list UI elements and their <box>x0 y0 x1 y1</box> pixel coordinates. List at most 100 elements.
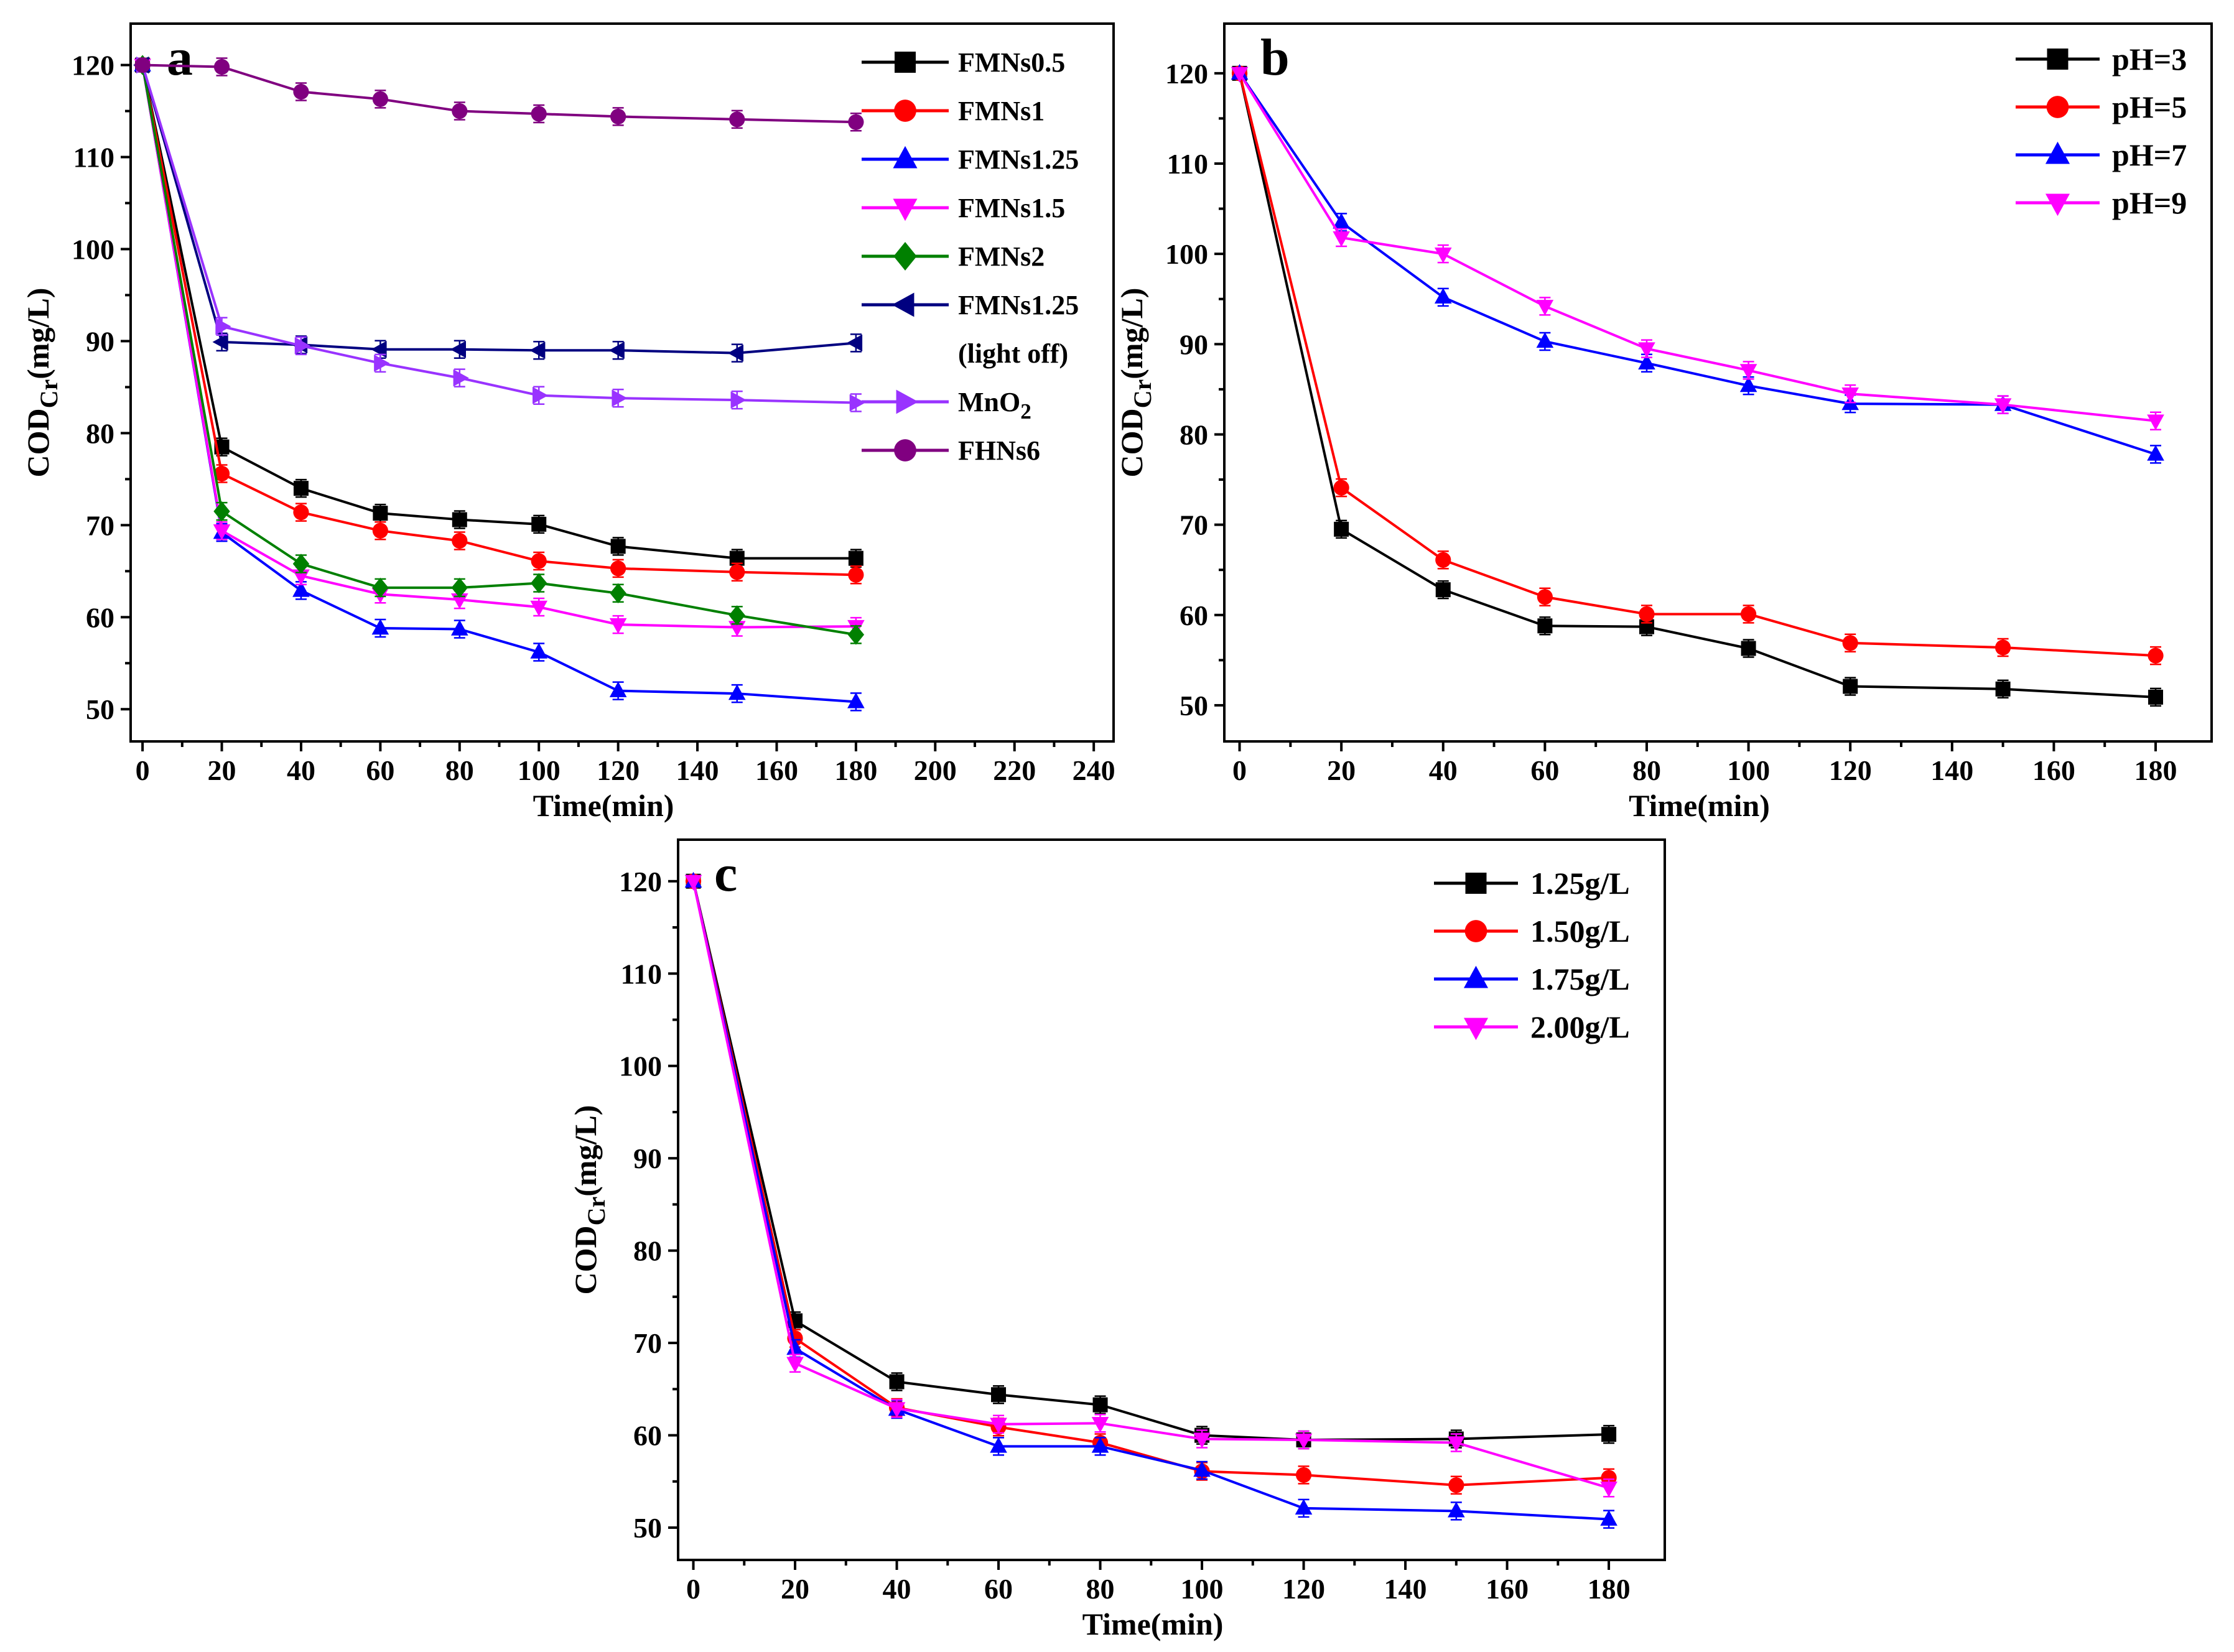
y-axis-title-main: COD <box>21 408 55 477</box>
data-point <box>373 506 388 521</box>
legend-label: FHNs6 <box>958 435 1040 466</box>
y-tick-label: 110 <box>621 958 662 990</box>
y-axis-title-sub: Cr <box>582 1197 610 1226</box>
y-tick-label: 70 <box>86 509 114 541</box>
data-point <box>610 583 626 604</box>
legend-marker <box>1463 965 1489 988</box>
data-point <box>531 553 547 569</box>
data-point <box>1842 635 1858 651</box>
plot-frame <box>1223 22 2213 743</box>
series-line <box>141 65 856 560</box>
legend-marker <box>1463 1018 1489 1041</box>
data-point <box>450 620 468 636</box>
data-point <box>729 111 745 128</box>
legend-marker <box>1465 873 1487 894</box>
legend-label: FMNs1 <box>958 96 1045 126</box>
legend-label: pH=5 <box>2112 90 2187 124</box>
y-axis-title: CODCr(mg/L) <box>1114 288 1157 478</box>
series-fmns1-25-light-off <box>133 56 863 363</box>
data-point <box>1435 552 1451 568</box>
series-fmns0-5 <box>135 57 863 568</box>
data-point <box>2148 647 2164 664</box>
data-point <box>533 386 549 404</box>
legend-entry-ph-9: pH=9 <box>2016 185 2187 220</box>
data-point <box>1448 1501 1465 1518</box>
series-line <box>142 63 856 124</box>
data-point <box>1295 1467 1312 1483</box>
plot-frame <box>677 838 1666 1561</box>
panel-label: a <box>167 29 193 86</box>
x-tick-label: 80 <box>1632 754 1661 786</box>
data-point <box>531 106 547 122</box>
legend-label: 1.50g/L <box>1530 914 1630 949</box>
y-tick-label: 70 <box>1180 509 1208 541</box>
y-axis-title-sub: Cr <box>35 379 63 409</box>
y-tick-label: 80 <box>1180 419 1208 450</box>
series-ph-3 <box>1232 65 2164 707</box>
data-point <box>612 389 628 407</box>
x-axis-title: Time(min) <box>533 788 674 823</box>
data-point <box>609 681 627 697</box>
data-point <box>215 317 231 335</box>
x-tick-label: 80 <box>445 754 474 786</box>
x-tick-label: 0 <box>686 1573 700 1605</box>
data-point <box>1537 618 1553 634</box>
x-tick-label: 140 <box>1384 1573 1427 1605</box>
series-line <box>141 65 857 355</box>
legend-entry-fmns1-25: FMNs1.25 <box>862 144 1079 175</box>
data-point <box>372 91 388 107</box>
x-tick-label: 100 <box>518 754 561 786</box>
chart-panel-c: 0 20 40 60 80 100 120 140 160 180 50 60 70 80 90 100 110… <box>568 838 1666 1641</box>
legend-label-main: 1.25g/L <box>1530 866 1630 901</box>
data-point <box>847 692 865 708</box>
data-point <box>530 643 548 659</box>
data-point <box>1435 582 1451 598</box>
data-point <box>727 344 743 362</box>
data-point <box>450 340 466 358</box>
x-tick-label: 180 <box>834 754 877 786</box>
data-point <box>728 605 745 626</box>
data-point <box>1434 247 1452 264</box>
y-axis-title-unit: (mg/L) <box>1114 288 1149 379</box>
legend: FMNs0.5 FMNs1 FMNs1.25 FMNs1.5 FMNs2 FMNs1.25… <box>862 47 1079 466</box>
series-line <box>141 65 856 577</box>
data-point <box>1091 1437 1109 1453</box>
y-tick-label: 120 <box>72 50 114 81</box>
plot-frame <box>129 22 1115 743</box>
data-point <box>292 581 310 597</box>
legend-marker <box>2045 193 2070 216</box>
x-tick-label: 20 <box>208 754 236 786</box>
data-point <box>848 550 863 566</box>
legend-marker <box>2045 141 2070 164</box>
data-point <box>530 600 548 616</box>
legend: pH=3 pH=5 pH=7 pH=9 <box>2016 42 2187 220</box>
y-axis-title: CODCr(mg/L) <box>21 288 63 478</box>
data-point <box>212 333 228 351</box>
data-point <box>451 577 468 598</box>
panel-label: c <box>714 845 737 903</box>
legend-marker <box>893 198 918 221</box>
x-tick-label: 60 <box>366 754 394 786</box>
data-point <box>134 57 151 73</box>
data-point <box>1434 287 1452 304</box>
x-tick-label: 0 <box>1232 754 1247 786</box>
legend-label: MnO2 <box>958 387 1031 424</box>
x-axis-title: Time(min) <box>1082 1607 1224 1641</box>
data-point <box>372 522 388 539</box>
legend-marker <box>891 292 915 317</box>
data-point <box>1448 1436 1465 1452</box>
data-point <box>371 340 387 358</box>
y-tick-label: 60 <box>86 601 114 633</box>
data-point <box>991 1387 1007 1403</box>
x-tick-label: 120 <box>1282 1573 1325 1605</box>
data-point <box>1536 300 1554 316</box>
data-point <box>1741 641 1756 656</box>
legend-label-main: 1.75g/L <box>1530 962 1630 996</box>
y-axis-title: CODCr(mg/L) <box>568 1105 610 1295</box>
y-tick-label: 110 <box>73 142 114 174</box>
y-tick-label: 80 <box>86 417 114 449</box>
y-axis-title-main: COD <box>1114 408 1149 477</box>
x-tick-label: 140 <box>1930 754 1973 786</box>
data-point <box>1639 606 1655 622</box>
x-tick-label: 120 <box>1829 754 1872 786</box>
